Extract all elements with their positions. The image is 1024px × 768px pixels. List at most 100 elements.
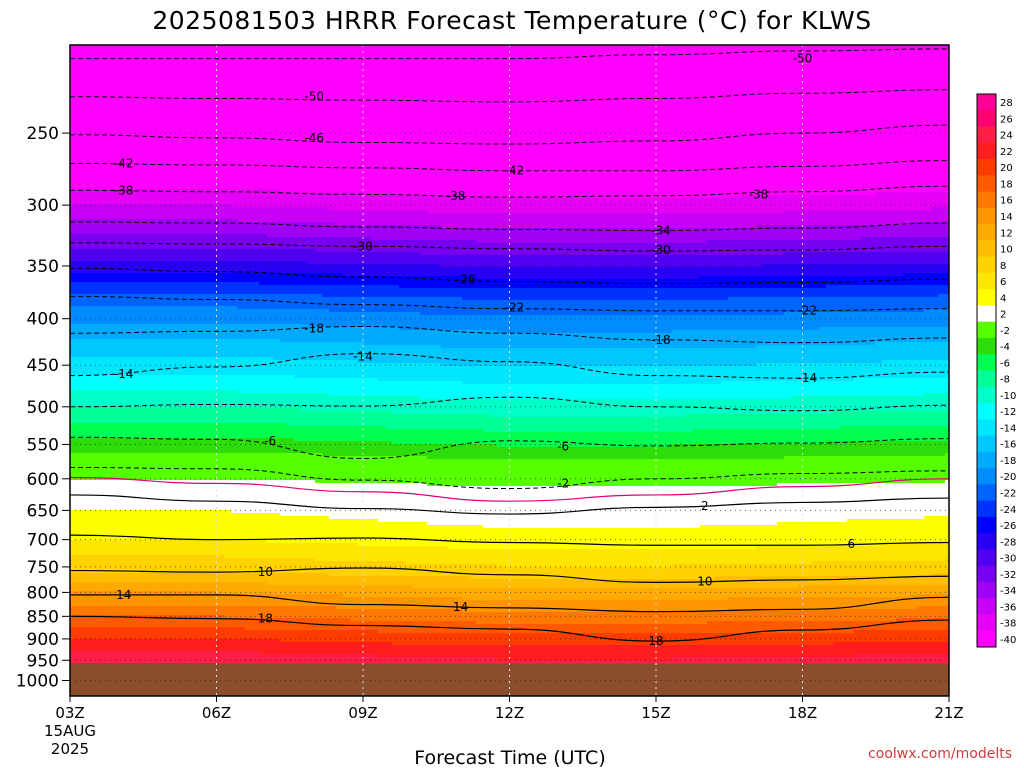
temperature-cell: [119, 324, 127, 328]
temperature-cell: [147, 456, 155, 460]
temperature-cell: [203, 519, 211, 523]
temperature-cell: [91, 510, 99, 514]
temperature-cell: [70, 66, 78, 70]
temperature-cell: [196, 213, 204, 217]
temperature-cell: [112, 123, 120, 127]
temperature-cell: [168, 462, 176, 466]
temperature-cell: [91, 324, 99, 328]
temperature-cell: [210, 606, 218, 610]
temperature-cell: [140, 441, 148, 445]
temperature-cell: [224, 423, 232, 427]
temperature-cell: [224, 54, 232, 58]
temperature-cell: [154, 483, 162, 487]
temperature-cell: [217, 117, 225, 121]
temperature-cell: [217, 648, 225, 652]
temperature-cell: [224, 519, 232, 523]
temperature-cell: [105, 492, 113, 496]
temperature-cell: [140, 333, 148, 337]
temperature-cell: [182, 345, 190, 349]
temperature-cell: [84, 54, 92, 58]
temperature-cell: [154, 609, 162, 613]
temperature-cell: [91, 144, 99, 148]
temperature-cell: [189, 453, 197, 457]
temperature-cell: [84, 468, 92, 472]
temperature-cell: [77, 402, 85, 406]
temperature-cell: [224, 456, 232, 460]
temperature-cell: [154, 492, 162, 496]
temperature-cell: [161, 231, 169, 235]
temperature-cell: [189, 150, 197, 154]
temperature-cell: [203, 462, 211, 466]
temperature-cell: [224, 252, 232, 256]
temperature-cell: [84, 108, 92, 112]
temperature-cell: [77, 120, 85, 124]
temperature-cell: [175, 141, 183, 145]
temperature-cell: [98, 603, 106, 607]
temperature-cell: [196, 99, 204, 103]
temperature-cell: [189, 306, 197, 310]
temperature-cell: [175, 471, 183, 475]
temperature-cell: [77, 630, 85, 634]
temperature-cell: [77, 93, 85, 97]
temperature-cell: [70, 522, 78, 526]
temperature-cell: [140, 504, 148, 508]
temperature-cell: [217, 603, 225, 607]
temperature-cell: [154, 231, 162, 235]
temperature-cell: [105, 489, 113, 493]
temperature-cell: [161, 348, 169, 352]
temperature-cell: [161, 321, 169, 325]
temperature-cell: [112, 54, 120, 58]
temperature-cell: [175, 264, 183, 268]
temperature-cell: [196, 336, 204, 340]
temperature-cell: [168, 426, 176, 430]
temperature-cell: [154, 285, 162, 289]
temperature-cell: [147, 291, 155, 295]
temperature-cell: [105, 327, 113, 331]
temperature-cell: [70, 393, 78, 397]
temperature-cell: [91, 120, 99, 124]
temperature-cell: [98, 168, 106, 172]
temperature-cell: [91, 558, 99, 562]
temperature-cell: [119, 108, 127, 112]
temperature-cell: [84, 153, 92, 157]
temperature-cell: [203, 624, 211, 628]
temperature-cell: [224, 420, 232, 424]
temperature-cell: [168, 201, 176, 205]
temperature-cell: [175, 606, 183, 610]
temperature-cell: [133, 483, 141, 487]
temperature-cell: [168, 207, 176, 211]
temperature-cell: [84, 513, 92, 517]
temperature-cell: [189, 138, 197, 142]
temperature-cell: [77, 528, 85, 532]
temperature-cell: [175, 192, 183, 196]
temperature-cell: [217, 231, 225, 235]
temperature-cell: [182, 621, 190, 625]
temperature-cell: [168, 642, 176, 646]
temperature-cell: [196, 651, 204, 655]
temperature-cell: [140, 327, 148, 331]
temperature-cell: [154, 165, 162, 169]
temperature-cell: [154, 489, 162, 493]
temperature-cell: [133, 588, 141, 592]
temperature-cell: [189, 327, 197, 331]
temperature-cell: [217, 627, 225, 631]
temperature-cell: [126, 399, 134, 403]
temperature-cell: [217, 558, 225, 562]
temperature-cell: [119, 231, 127, 235]
temperature-cell: [224, 567, 232, 571]
temperature-cell: [70, 471, 78, 475]
temperature-cell: [91, 402, 99, 406]
temperature-cell: [168, 72, 176, 76]
temperature-cell: [175, 186, 183, 190]
temperature-cell: [147, 174, 155, 178]
temperature-cell: [175, 318, 183, 322]
temperature-cell: [182, 528, 190, 532]
temperature-cell: [224, 516, 232, 520]
temperature-cell: [224, 117, 232, 121]
temperature-cell: [217, 630, 225, 634]
temperature-cell: [175, 333, 183, 337]
temperature-cell: [203, 99, 211, 103]
temperature-cell: [175, 630, 183, 634]
temperature-cell: [203, 384, 211, 388]
temperature-cell: [203, 102, 211, 106]
